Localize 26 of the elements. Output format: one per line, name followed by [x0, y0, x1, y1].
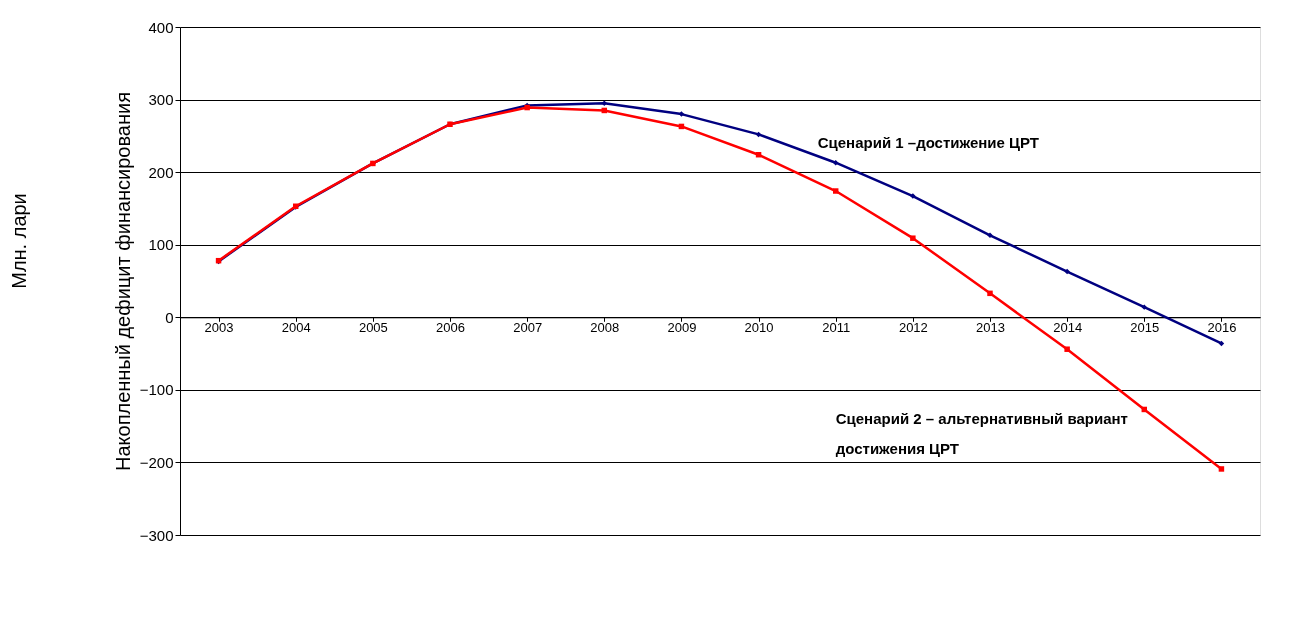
- x-tick-label: 2004: [281, 319, 311, 335]
- x-tick-label: 2006: [436, 319, 465, 335]
- text: Млн. лари: [8, 193, 30, 289]
- y-tick-label: 300: [148, 91, 174, 109]
- x-tick-label: 2014: [1053, 319, 1083, 335]
- x-tick-label: 2003: [204, 319, 234, 335]
- x-tick-label: 2010: [744, 319, 774, 335]
- y-tick-label: 400: [148, 18, 174, 36]
- x-tick-label: 2015: [1130, 319, 1160, 335]
- x-tick-label: 2007: [513, 319, 543, 335]
- y-tick-label: 100: [148, 236, 174, 254]
- x-tick-label: 2005: [358, 319, 388, 335]
- series-label: Сценарий 1 –достижение ЦРТ: [817, 134, 1040, 152]
- x-tick-label: 2013: [976, 319, 1005, 335]
- x-tick-label: 2016: [1207, 319, 1237, 335]
- y-axis-title: Накопленный дефицит финансирования: [111, 91, 134, 472]
- y-tick-label: 200: [148, 163, 174, 181]
- y-tick-label: −200: [139, 453, 174, 471]
- series-label: Сценарий 2 – альтернативный вариант достижения ЦРТ: [835, 409, 1128, 457]
- x-tick-label: 2012: [898, 319, 928, 335]
- x-tick-label: 2008: [590, 319, 620, 335]
- y-tick-label: 0: [165, 308, 174, 326]
- y-tick-label: −100: [139, 381, 174, 399]
- x-tick-label: 2011: [822, 319, 851, 335]
- x-tick-label: 2009: [667, 319, 697, 335]
- y-tick-label: −300: [139, 526, 174, 544]
